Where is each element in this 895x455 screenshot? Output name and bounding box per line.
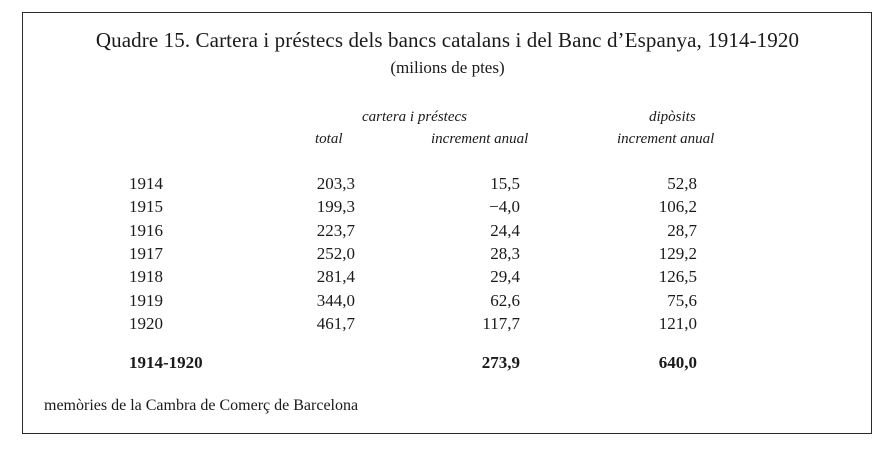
deposits-cell: 28,7: [667, 221, 697, 240]
header-increment-cartera: increment anual: [431, 131, 529, 147]
total-cell: 223,7: [316, 221, 355, 240]
increment-cell: 117,7: [482, 314, 520, 333]
total-cell: 252,0: [316, 244, 355, 263]
table-subtitle: (milions de ptes): [390, 58, 505, 77]
summary-label: 1914-1920: [129, 353, 203, 372]
deposits-cell: 106,2: [658, 197, 697, 216]
total-cell: 461,7: [316, 314, 355, 333]
header-diposits: dipòsits: [649, 109, 696, 125]
summary-deposits: 640,0: [658, 353, 697, 372]
year-cell: 1914: [129, 174, 163, 193]
summary-increment: 273,9: [481, 353, 520, 372]
year-cell: 1916: [129, 221, 163, 240]
year-cell: 1919: [129, 291, 163, 310]
total-cell: 199,3: [316, 197, 355, 216]
total-cell: 203,3: [316, 174, 355, 193]
header-cartera-prestecs: cartera i préstecs: [362, 109, 467, 125]
increment-cell: 15,5: [490, 174, 520, 193]
header-total: total: [315, 131, 343, 147]
deposits-cell: 129,2: [658, 244, 697, 263]
table-title: Quadre 15. Cartera i préstecs dels bancs…: [95, 28, 800, 52]
increment-cell: 29,4: [490, 267, 520, 286]
deposits-cell: 121,0: [658, 314, 697, 333]
increment-cell: −4,0: [489, 197, 520, 216]
table-frame: [22, 12, 872, 434]
header-increment-diposits: increment anual: [617, 131, 715, 147]
total-cell: 344,0: [316, 291, 355, 310]
year-cell: 1918: [129, 267, 163, 286]
deposits-cell: 75,6: [667, 291, 697, 310]
increment-cell: 28,3: [490, 244, 520, 263]
total-cell: 281,4: [316, 267, 355, 286]
increment-cell: 62,6: [490, 291, 520, 310]
increment-cell: 24,4: [490, 221, 520, 240]
deposits-cell: 126,5: [658, 267, 697, 286]
table-source: memòries de la Cambra de Comerç de Barce…: [44, 397, 359, 414]
year-cell: 1915: [129, 197, 163, 216]
year-cell: 1917: [129, 244, 163, 263]
deposits-cell: 52,8: [667, 174, 697, 193]
year-cell: 1920: [129, 314, 163, 333]
